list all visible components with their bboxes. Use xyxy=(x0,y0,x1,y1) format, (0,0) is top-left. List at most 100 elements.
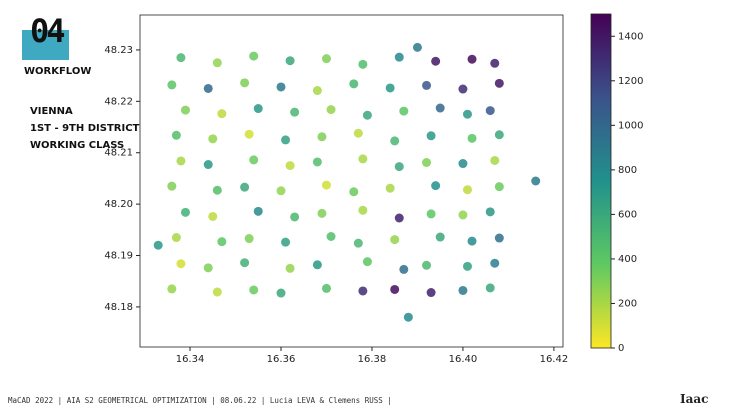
point xyxy=(458,210,468,220)
point xyxy=(276,186,286,196)
point xyxy=(494,78,504,88)
point xyxy=(385,183,395,193)
point xyxy=(390,235,400,245)
point xyxy=(290,107,300,117)
point xyxy=(467,133,477,143)
point xyxy=(385,83,395,93)
x-tick-label: 16.40 xyxy=(449,354,478,365)
section-title: WORKFLOW xyxy=(24,66,92,77)
point xyxy=(244,234,254,244)
caption: WORKING CLASS xyxy=(30,140,125,151)
point xyxy=(358,286,368,296)
y-tick-label: 48.20 xyxy=(104,199,133,210)
colorbar xyxy=(590,13,612,349)
point xyxy=(285,56,295,66)
y-tick-label: 48.23 xyxy=(104,45,133,56)
point xyxy=(281,135,291,145)
point xyxy=(349,187,359,197)
x-tick-label: 16.38 xyxy=(358,354,387,365)
point xyxy=(217,237,227,247)
point xyxy=(203,160,213,170)
point xyxy=(485,207,495,217)
point xyxy=(321,54,331,64)
point xyxy=(167,181,177,191)
point xyxy=(399,264,409,274)
point xyxy=(467,54,477,64)
point xyxy=(494,233,504,243)
y-tick-label: 48.18 xyxy=(104,302,133,313)
point xyxy=(422,157,432,167)
point xyxy=(390,284,400,294)
point xyxy=(321,180,331,190)
caption: 1ST - 9TH DISTRICT xyxy=(30,123,140,134)
point xyxy=(176,259,186,269)
logo: Iaac xyxy=(680,392,709,406)
point xyxy=(212,287,222,297)
point xyxy=(317,132,327,142)
point xyxy=(435,103,445,113)
point xyxy=(358,154,368,164)
point xyxy=(312,260,322,270)
point xyxy=(349,79,359,89)
point xyxy=(358,205,368,215)
point xyxy=(326,232,336,242)
point xyxy=(358,59,368,69)
point xyxy=(203,263,213,273)
point xyxy=(426,209,436,219)
point xyxy=(490,258,500,268)
point xyxy=(422,260,432,270)
point xyxy=(422,80,432,90)
x-tick-label: 16.34 xyxy=(176,354,205,365)
colorbar-tick-label: 600 xyxy=(618,209,637,220)
point xyxy=(458,159,468,169)
point xyxy=(312,86,322,96)
point xyxy=(485,283,495,293)
point xyxy=(249,285,259,295)
y-tick-label: 48.19 xyxy=(104,251,133,262)
point xyxy=(290,212,300,222)
point xyxy=(171,233,181,243)
point xyxy=(312,157,322,167)
point xyxy=(494,182,504,192)
caption: VIENNA xyxy=(30,106,73,117)
point xyxy=(212,58,222,68)
point xyxy=(285,263,295,273)
point xyxy=(176,53,186,63)
point xyxy=(153,240,163,250)
point xyxy=(240,182,250,192)
point xyxy=(458,285,468,295)
point xyxy=(490,58,500,68)
point xyxy=(217,109,227,119)
y-tick-label: 48.22 xyxy=(104,96,133,107)
point xyxy=(462,109,472,119)
point xyxy=(240,258,250,268)
point xyxy=(467,236,477,246)
point xyxy=(431,181,441,191)
point xyxy=(462,185,472,195)
point xyxy=(240,78,250,88)
point xyxy=(362,110,372,120)
point xyxy=(485,106,495,116)
point xyxy=(362,257,372,267)
point xyxy=(399,106,409,116)
x-tick-label: 16.36 xyxy=(267,354,296,365)
point xyxy=(394,213,404,223)
point xyxy=(531,176,541,186)
point xyxy=(180,105,190,115)
point xyxy=(171,130,181,140)
point xyxy=(353,238,363,248)
colorbar-tick-label: 1200 xyxy=(618,76,643,87)
point xyxy=(490,155,500,165)
point xyxy=(203,83,213,93)
point xyxy=(494,130,504,140)
point xyxy=(253,206,263,216)
point xyxy=(212,185,222,195)
point xyxy=(458,84,468,94)
footer: MaCAD 2022 | AIA S2 GEOMETRICAL OPTIMIZA… xyxy=(8,396,392,405)
point xyxy=(326,105,336,115)
point xyxy=(208,134,218,144)
point xyxy=(321,283,331,293)
colorbar-tick-label: 800 xyxy=(618,165,637,176)
point xyxy=(167,284,177,294)
